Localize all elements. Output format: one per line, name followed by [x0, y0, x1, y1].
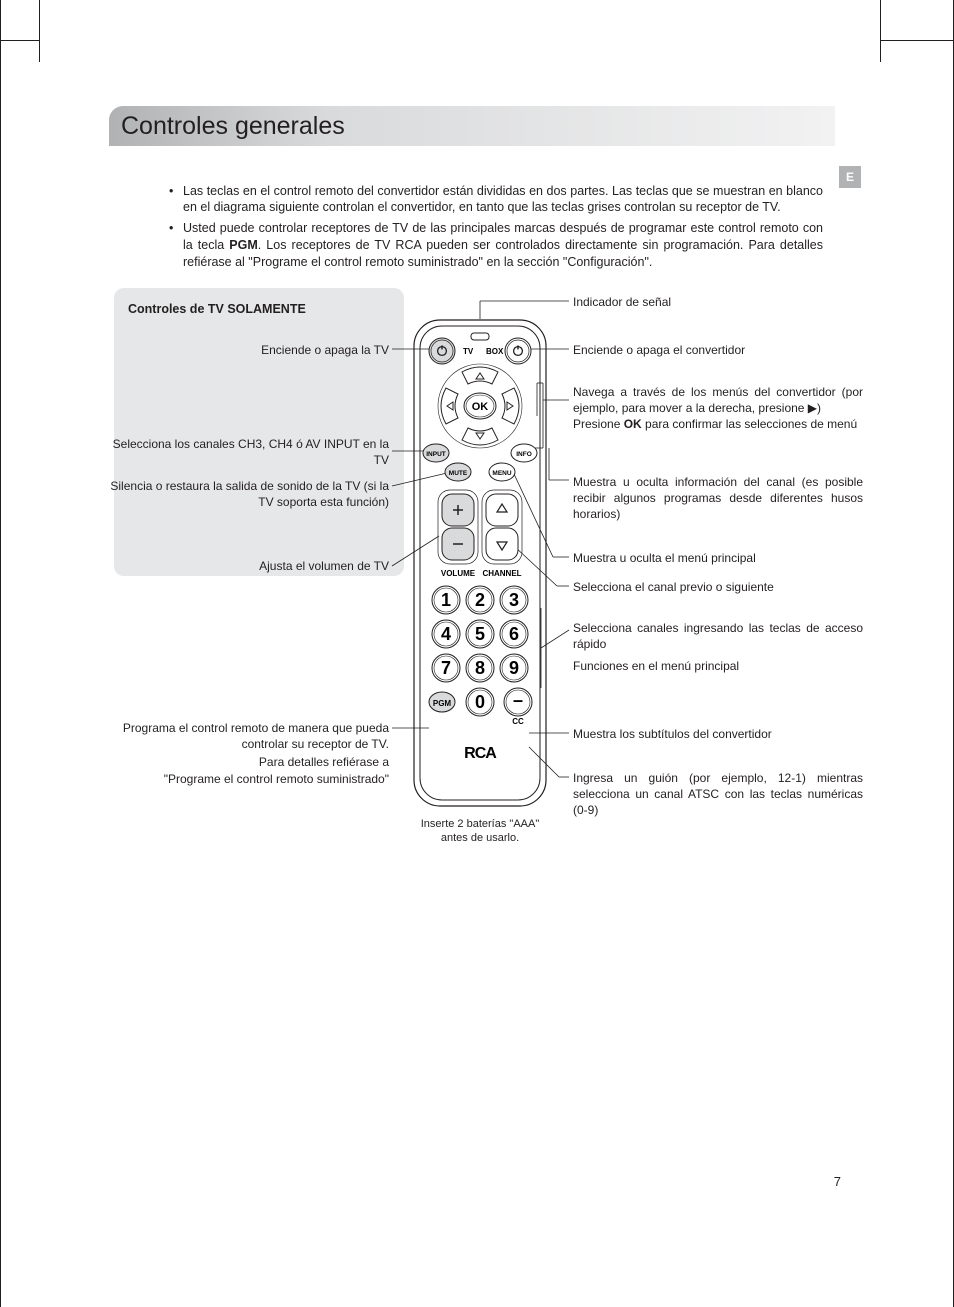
bullet-2: Usted puede controlar receptores de TV d…	[169, 220, 823, 271]
svg-text:8: 8	[475, 658, 485, 678]
channel-rocker: CHANNEL	[482, 490, 522, 578]
text: . Los receptores de TV RCA pueden ser co…	[183, 238, 823, 269]
section-header: Controles generales	[109, 106, 835, 146]
svg-text:VOLUME: VOLUME	[441, 569, 476, 578]
svg-text:MENU: MENU	[492, 470, 511, 477]
pgm-key: PGM	[229, 238, 257, 252]
label-box-power: Enciende o apaga el convertidor	[573, 342, 863, 358]
label-signal: Indicador de señal	[573, 294, 863, 310]
label-menu: Muestra u oculta el menú principal	[573, 550, 863, 566]
svg-text:CHANNEL: CHANNEL	[482, 569, 521, 578]
label-pgm-2: Para detalles refiérase a	[99, 754, 389, 770]
remote-control: TV BOX	[412, 318, 548, 808]
language-tab: E	[839, 166, 861, 188]
label-input: Selecciona los canales CH3, CH4 ó AV INP…	[109, 436, 389, 468]
tv-power-button	[429, 338, 455, 364]
text: para confirmar las selecciones de menú	[642, 417, 857, 431]
label-channel: Selecciona el canal previo o siguiente	[573, 579, 863, 595]
label-volume: Ajusta el volumen de TV	[109, 558, 389, 574]
dpad: OK	[438, 364, 522, 448]
volume-rocker: VOLUME	[438, 490, 478, 578]
section-title: Controles generales	[121, 112, 345, 141]
svg-text:9: 9	[509, 658, 519, 678]
crop-mark	[881, 40, 953, 41]
tv-box-title: Controles de TV SOLAMENTE	[128, 302, 390, 316]
battery-note: Inserte 2 baterías "AAA" antes de usarlo…	[409, 818, 551, 846]
svg-text:0: 0	[475, 692, 485, 712]
svg-text:RCA: RCA	[464, 745, 497, 762]
label-pgm-1: Programa el control remoto de manera que…	[99, 720, 389, 752]
intro-bullets: Las teclas en el control remoto del conv…	[129, 183, 823, 275]
manual-page: Controles generales E Las teclas en el c…	[0, 0, 954, 1307]
svg-text:3: 3	[509, 590, 519, 610]
svg-text:PGM: PGM	[433, 699, 452, 708]
label-info: Muestra u oculta información del canal (…	[573, 474, 863, 523]
svg-text:6: 6	[509, 624, 519, 644]
page-number: 7	[834, 1174, 841, 1189]
label-tv-power: Enciende o apaga la TV	[109, 342, 389, 358]
svg-text:CC: CC	[512, 717, 524, 726]
label-dash: Ingresa un guión (por ejemplo, 12-1) mie…	[573, 770, 863, 819]
svg-text:2: 2	[475, 590, 485, 610]
svg-text:TV: TV	[463, 347, 474, 356]
play-icon: ▶	[808, 401, 817, 415]
label-numbers-2: Funciones en el menú principal	[573, 658, 863, 674]
svg-text:BOX: BOX	[486, 347, 504, 356]
tv-controls-box: Controles de TV SOLAMENTE	[114, 288, 404, 576]
label-mute: Silencia o restaura la salida de sonido …	[109, 478, 389, 510]
bullet-1: Las teclas en el control remoto del conv…	[169, 183, 823, 217]
svg-text:MUTE: MUTE	[449, 470, 468, 477]
crop-mark	[1, 40, 39, 41]
svg-text:5: 5	[475, 624, 485, 644]
svg-text:7: 7	[441, 658, 451, 678]
ok-key: OK	[624, 417, 642, 431]
svg-text:–: –	[513, 690, 523, 710]
text: )	[817, 401, 821, 415]
svg-text:INFO: INFO	[516, 451, 532, 458]
crop-mark	[39, 0, 40, 62]
svg-text:1: 1	[441, 590, 451, 610]
svg-text:4: 4	[441, 624, 451, 644]
text: Presione	[573, 417, 624, 431]
label-cc: Muestra los subtítulos del convertidor	[573, 726, 863, 742]
label-pgm-3: "Programe el control remoto suministrado…	[99, 771, 389, 787]
svg-text:INPUT: INPUT	[426, 451, 446, 458]
crop-mark	[880, 0, 881, 62]
label-nav: Navega a través de los menús del convert…	[573, 384, 863, 433]
label-numbers-1: Selecciona canales ingresando las teclas…	[573, 620, 863, 652]
svg-text:OK: OK	[472, 401, 489, 413]
box-power-button	[505, 338, 531, 364]
